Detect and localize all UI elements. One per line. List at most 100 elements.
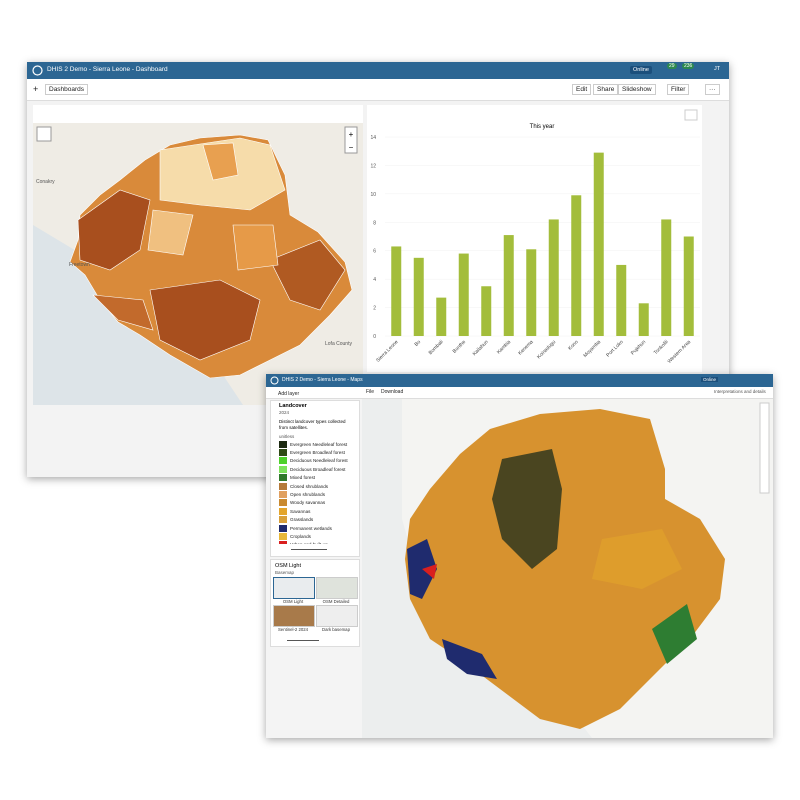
y-tick-label: 14 — [370, 135, 376, 141]
basemap-thumb[interactable] — [316, 577, 358, 599]
place-label: Conakry — [36, 179, 55, 185]
basemap-label: Dark basemap — [322, 627, 350, 632]
share-button[interactable]: Share — [593, 84, 619, 95]
bar — [616, 264, 627, 336]
legend-item: Deciduous Needleleaf forest — [279, 457, 359, 465]
legend-item: Permanent wetlands — [279, 524, 359, 532]
svg-text:+: + — [349, 130, 354, 139]
dashboard-window: DHIS 2 Demo - Sierra Leone - Dashboard O… — [27, 62, 729, 477]
legend-swatch — [279, 440, 287, 448]
slideshow-button[interactable]: Slideshow — [618, 84, 656, 95]
legend-swatch — [279, 491, 287, 499]
layer-description: Distinct landcover types collected from … — [279, 419, 346, 430]
legend-swatch — [279, 532, 287, 540]
window-title: DHIS 2 Demo - Sierra Leone - Dashboard — [47, 66, 168, 73]
legend-swatch — [279, 474, 287, 482]
legend-swatch — [279, 457, 287, 465]
basemap-label: OSM Light — [282, 599, 304, 604]
bar — [593, 152, 604, 336]
legend-label: Open shrublands — [290, 492, 325, 498]
more-button[interactable]: ··· — [705, 84, 720, 95]
bar — [638, 303, 649, 336]
add-layer[interactable]: Add layer — [278, 391, 300, 397]
basemap-label: Sentinel-2 2024 — [277, 627, 309, 632]
basemap-card: OSM Light Basemap OSM Light OSM Detailed… — [270, 559, 360, 647]
badge[interactable]: 236 — [682, 63, 695, 69]
legend-item: Open shrublands — [279, 490, 359, 499]
online-status: Online — [630, 66, 652, 74]
bar — [413, 257, 424, 336]
bar — [526, 249, 537, 336]
opacity-slider[interactable] — [287, 640, 319, 641]
user-avatar[interactable]: JT — [714, 66, 721, 72]
place-label: Freetown — [69, 262, 90, 268]
y-tick-label: 10 — [370, 192, 376, 198]
details-link[interactable]: Interpretations and details — [714, 389, 766, 394]
legend-label: Deciduous Needleleaf forest — [290, 458, 348, 464]
legend-label: Grasslands — [290, 517, 314, 523]
bar — [548, 219, 559, 336]
toolbar: + Dashboards Edit Share Slideshow Filter… — [27, 79, 729, 101]
legend-item: Evergreen Needleleaf forest — [279, 440, 359, 448]
layer-period: 2024 — [279, 410, 290, 415]
bar — [481, 286, 492, 336]
online-status: Online — [701, 377, 719, 382]
basemap-label: OSM Detailed — [322, 599, 350, 604]
y-tick-label: 8 — [373, 220, 376, 226]
legend-label: Croplands — [290, 533, 311, 539]
opacity-slider[interactable] — [291, 549, 327, 550]
y-tick-label: 6 — [373, 249, 376, 255]
place-label: Lofa County — [325, 341, 352, 347]
legend: Evergreen Needleleaf forest Evergreen Bro… — [279, 440, 359, 544]
basemap-kind: Basemap — [275, 570, 295, 575]
bar — [458, 253, 469, 336]
y-tick-label: 2 — [373, 306, 376, 312]
legend-swatch — [279, 482, 287, 490]
legend-label: Woody savannas — [290, 500, 326, 506]
y-tick-label: 0 — [373, 334, 376, 340]
legend-swatch — [279, 465, 287, 473]
legend-label: Urban and built-up — [290, 542, 328, 544]
window-title: DHIS 2 Demo - Sierra Leone - Maps — [282, 377, 363, 383]
legend-swatch — [279, 516, 287, 524]
legend-item: Woody savannas — [279, 499, 359, 507]
layer-card: Landcover 2024 Distinct landcover types … — [270, 400, 360, 557]
svg-text:−: − — [349, 143, 354, 152]
bar — [661, 219, 672, 336]
download-menu[interactable]: Download — [381, 389, 404, 395]
filter-button[interactable]: Filter — [667, 84, 690, 95]
bar — [391, 246, 402, 336]
header-bar: DHIS 2 Demo - Sierra Leone - Dashboard O… — [27, 62, 729, 79]
basemap-name: OSM Light — [275, 563, 301, 569]
layers-panel: Add layer Landcover 2024 Distinct landco… — [266, 391, 363, 738]
basemap-thumb[interactable] — [316, 605, 358, 627]
legend-label: Closed shrublands — [290, 483, 329, 489]
legend-item: Evergreen Broadleaf forest — [279, 448, 359, 457]
add-button[interactable]: + — [33, 84, 39, 94]
basemap-thumb[interactable] — [273, 605, 315, 627]
y-tick-label: 4 — [373, 277, 376, 283]
logo — [32, 65, 43, 76]
file-menu[interactable]: File — [366, 389, 375, 395]
legend-item: Savannas — [279, 507, 359, 515]
legend-item: Urban and built-up — [279, 541, 359, 544]
legend-item: Closed shrublands — [279, 482, 359, 490]
bar — [683, 236, 694, 336]
choropleth-map: + − Conakry Freetown Lofa County — [33, 105, 363, 405]
legend-label: Mixed forest — [290, 475, 316, 481]
legend-item: Mixed forest — [279, 474, 359, 482]
legend-swatch — [279, 541, 287, 544]
legend-label: Permanent wetlands — [290, 525, 332, 531]
legend-swatch — [279, 507, 287, 515]
edit-button[interactable]: Edit — [572, 84, 592, 95]
basemap-thumb[interactable] — [273, 577, 315, 599]
header-bar: DHIS 2 Demo - Sierra Leone - Maps Online — [266, 374, 773, 387]
legend-label: Evergreen Broadleaf forest — [290, 450, 345, 456]
badge[interactable]: 29 — [667, 63, 677, 69]
bar — [571, 195, 582, 336]
dashboards-button[interactable]: Dashboards — [45, 84, 89, 95]
x-tick-label: Bo — [414, 339, 423, 348]
menu-bar: File Download Interpretations and detail… — [266, 387, 773, 399]
